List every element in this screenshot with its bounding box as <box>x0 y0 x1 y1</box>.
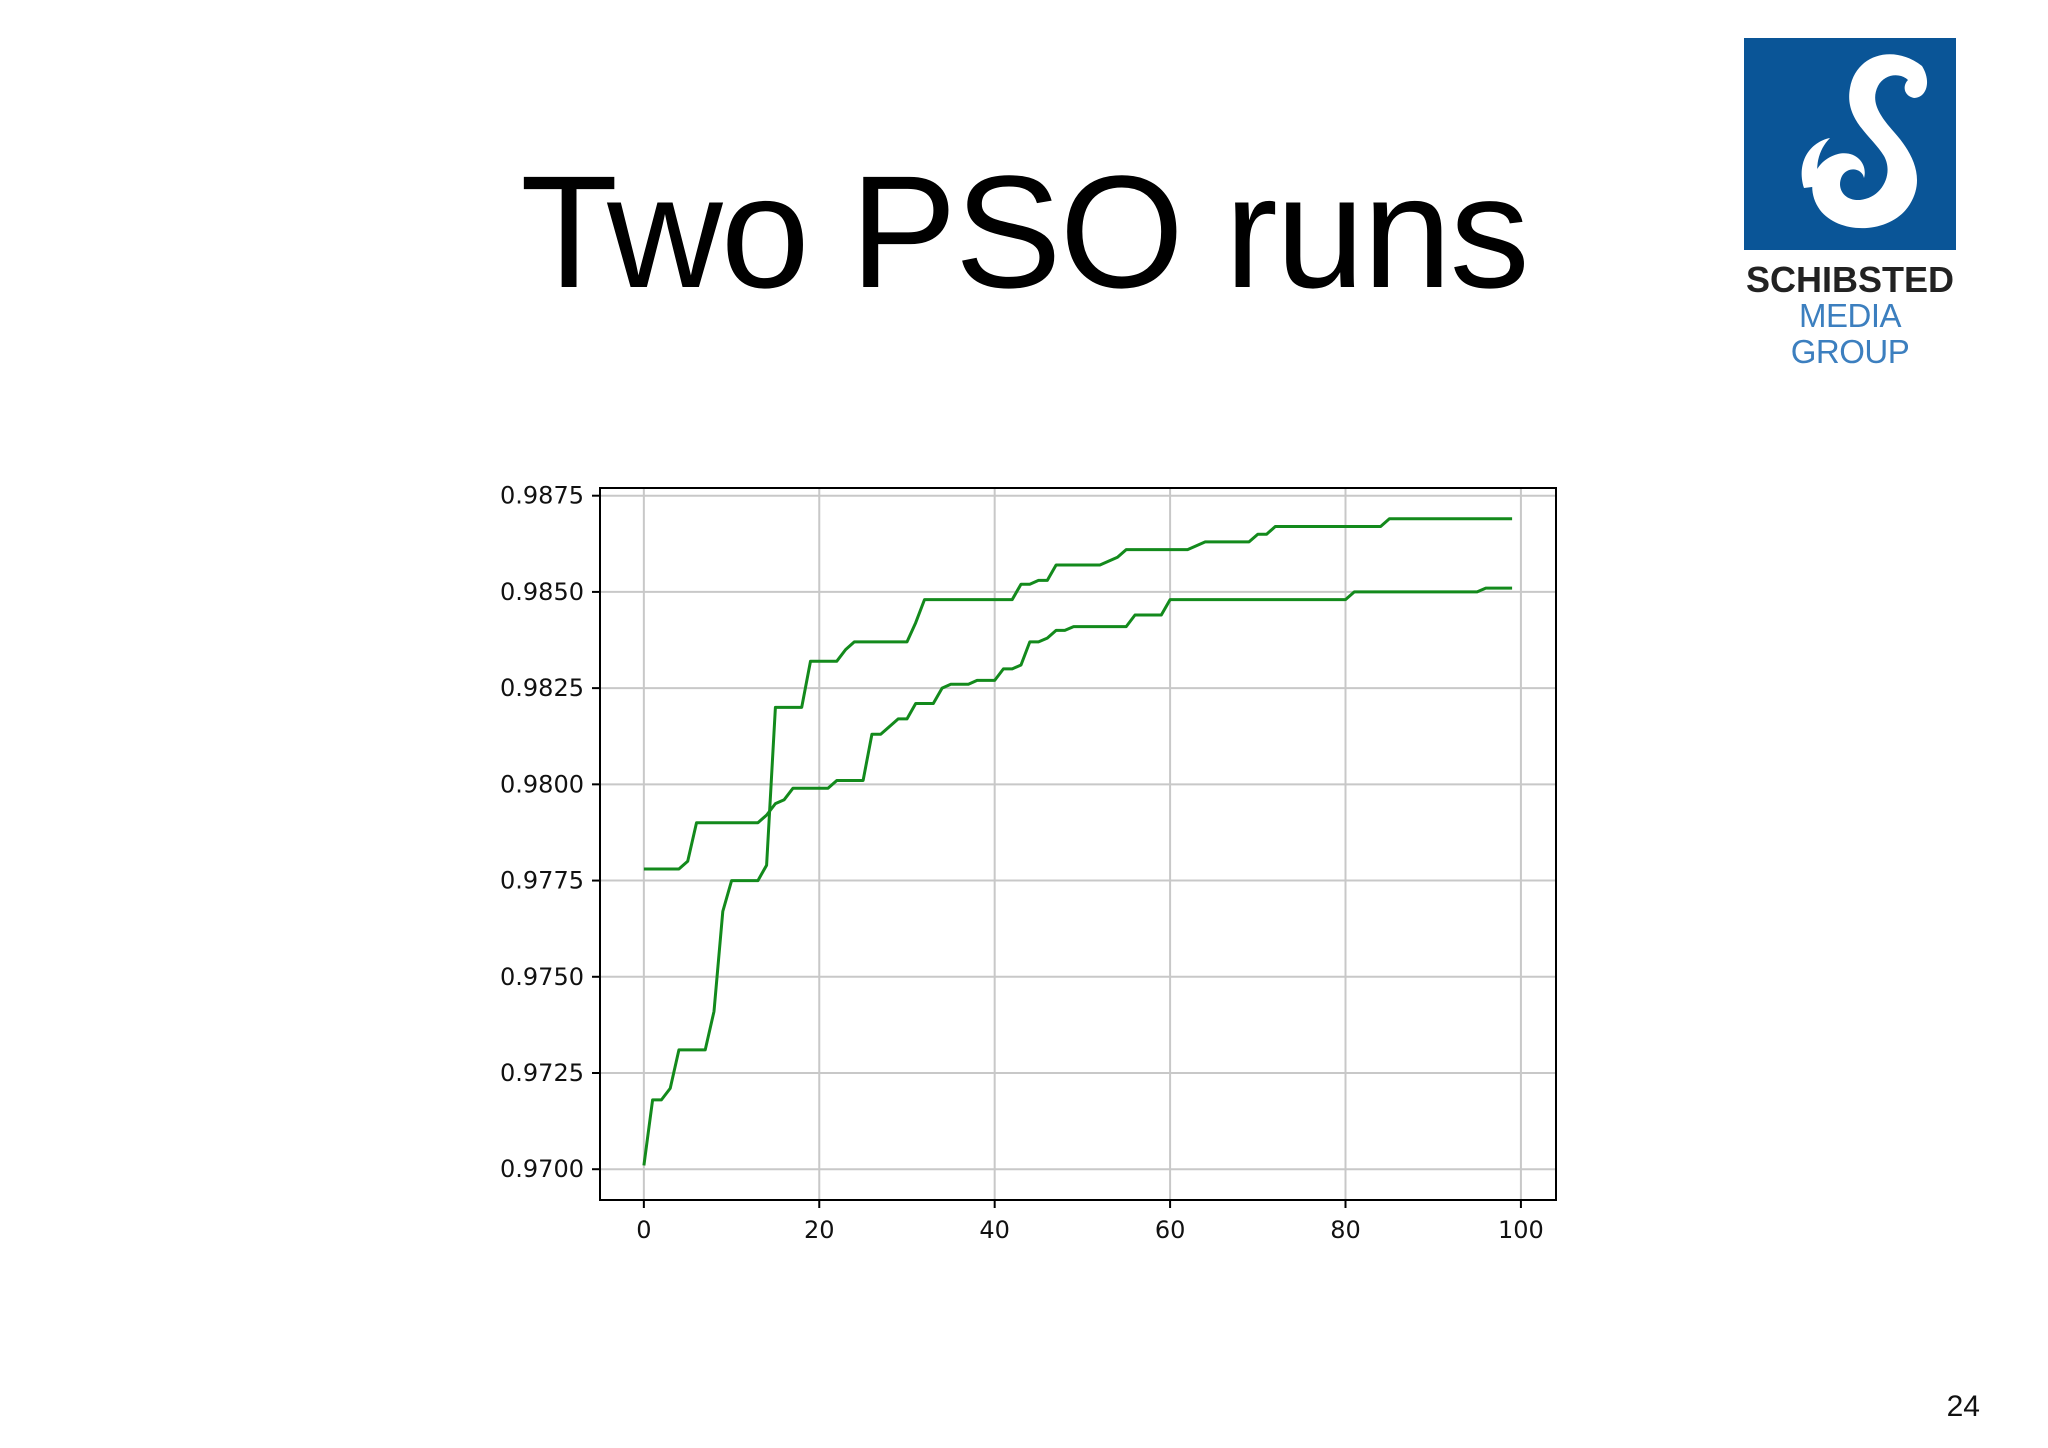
schibsted-s-logo-icon <box>1744 38 1956 250</box>
y-tick-label: 0.9725 <box>500 1059 584 1087</box>
y-tick-label: 0.9750 <box>500 963 584 991</box>
plot-frame <box>599 487 1557 1201</box>
x-tick-label: 0 <box>636 1216 651 1244</box>
series-line-2 <box>643 586 1513 871</box>
y-tick-label: 0.9850 <box>500 578 584 606</box>
logo-line-schibsted: SCHIBSTED <box>1745 259 1955 300</box>
slide-title: Two PSO runs <box>520 142 1529 321</box>
axis-ticks: 0 20 40 60 80 100 0.9700 0.9725 0.9750 0.9775 0.98… <box>500 482 1544 1244</box>
y-tick-label: 0.9775 <box>500 867 584 895</box>
x-tick-label: 20 <box>804 1216 835 1244</box>
page-number: 24 <box>1946 1390 1980 1423</box>
series-line-1 <box>642 517 1513 1166</box>
grid-lines <box>600 488 1556 1200</box>
x-tick-label: 60 <box>1155 1216 1186 1244</box>
series-lines <box>642 517 1513 1166</box>
x-tick-label: 80 <box>1330 1216 1361 1244</box>
x-tick-label: 100 <box>1498 1216 1544 1244</box>
x-tick-label: 40 <box>979 1216 1010 1244</box>
y-tick-label: 0.9875 <box>500 482 584 510</box>
schibsted-logo: SCHIBSTED MEDIA GROUP <box>1744 38 1956 370</box>
y-tick-label: 0.9825 <box>500 674 584 702</box>
logo-line-media-group: MEDIA GROUP <box>1790 297 1910 370</box>
y-tick-label: 0.9800 <box>500 770 584 798</box>
y-tick-label: 0.9700 <box>500 1155 584 1183</box>
